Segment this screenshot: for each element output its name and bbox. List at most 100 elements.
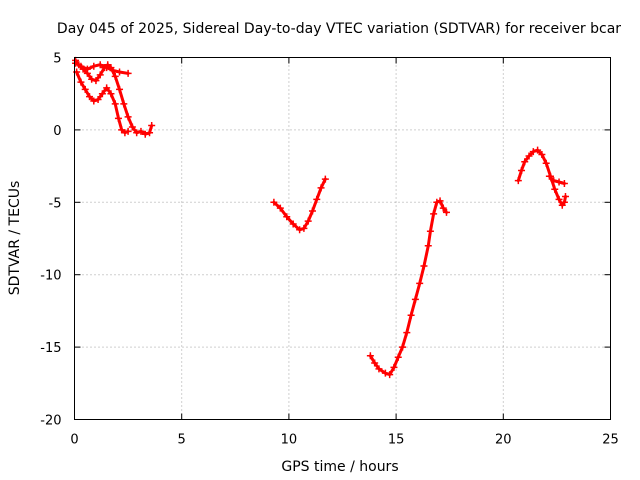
series-arc-2 [72,56,156,138]
data-point [430,210,438,218]
data-point [313,195,321,203]
data-point [289,220,297,228]
data-point [111,72,119,80]
data-point [550,177,558,185]
data-point [525,152,533,160]
data-point [128,123,136,131]
data-point [90,97,98,105]
data-point [107,90,115,98]
data-point [148,122,156,130]
data-point [92,77,100,85]
data-point [133,129,141,137]
data-point [560,198,568,206]
y-tick-label: 5 [53,52,61,67]
series-arc-3 [73,68,132,137]
y-tick-label: -20 [40,414,61,429]
data-point [411,295,419,303]
data-point [321,175,329,183]
data-point [375,365,383,373]
data-point [390,363,398,371]
y-tick-label: -10 [40,269,61,284]
data-point [529,148,537,156]
data-point [399,343,407,351]
series-arc-5 [366,197,450,379]
data-point [416,279,424,287]
data-point [124,69,132,77]
data-point [534,146,542,154]
data-point [407,311,415,319]
chart-title: Day 045 of 2025, Sidereal Day-to-day VTE… [57,21,621,37]
data-point [433,198,441,206]
data-point [561,193,569,201]
data-point [121,129,129,137]
x-tick-label: 5 [178,433,186,448]
data-point [124,113,132,121]
data-point [394,353,402,361]
data-point [436,197,444,205]
x-tick-label: 25 [602,433,619,448]
data-point [420,262,428,270]
data-point [555,195,563,203]
data-point [96,71,104,79]
data-point [276,204,284,212]
data-point [77,78,85,86]
data-point [94,95,102,103]
x-axis-label: GPS time / hours [281,459,398,475]
data-point [381,369,389,377]
data-point [518,166,526,174]
x-tick-label: 10 [281,433,298,448]
y-tick-label: -5 [49,196,62,211]
data-point [521,158,529,166]
data-point [120,100,128,108]
y-axis-label: SDTVAR / TECUs [7,181,23,296]
data-point [270,198,278,206]
plot-frame [74,57,611,420]
data-point [116,68,124,76]
data-point [111,100,119,108]
data-point [560,179,568,187]
data-point [371,359,379,367]
series-arc-7 [545,172,568,187]
data-point [146,129,154,137]
data-point [83,69,91,77]
data-point [90,62,98,70]
data-point [308,207,316,215]
axis-ticks: 0 5 10 15 20 25 5 0 -5 -10 -15 -20 [40,52,619,448]
data-point [514,177,522,185]
data-point [96,61,104,69]
data-point [538,151,546,159]
data-series [72,56,569,379]
data-point [551,185,559,193]
data-point [424,242,432,250]
data-point [386,371,394,379]
data-point [439,204,447,212]
data-point [72,56,80,64]
x-tick-label: 20 [495,433,512,448]
data-point [403,329,411,337]
y-tick-label: -15 [40,341,61,356]
data-point [107,64,115,72]
data-point [98,90,106,98]
data-point [103,84,111,92]
data-point [426,227,434,235]
data-point [542,159,550,167]
x-tick-label: 15 [388,433,405,448]
data-point [296,226,304,234]
data-point [86,93,94,101]
data-point [366,352,374,360]
data-point [81,85,89,93]
data-point [79,65,87,73]
series-arc-4 [270,175,329,234]
y-tick-label: 0 [53,124,61,139]
data-point [304,217,312,225]
data-point [300,224,308,232]
data-point [442,208,450,216]
data-point [555,178,563,186]
data-point [114,114,122,122]
data-point [116,85,124,93]
data-point [545,172,553,180]
data-point [141,130,149,138]
data-point [317,184,325,192]
